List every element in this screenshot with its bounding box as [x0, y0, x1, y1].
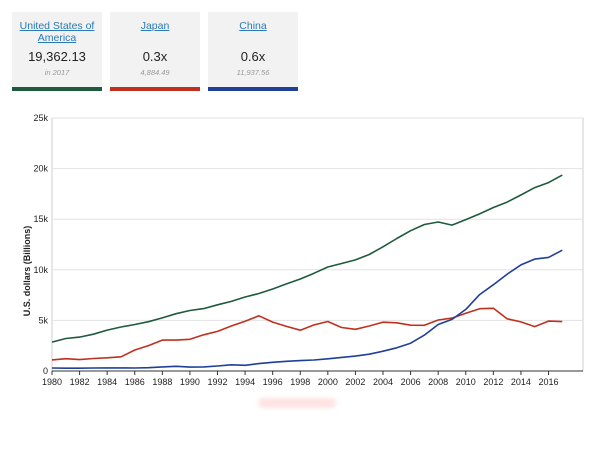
x-tick-label: 1998	[290, 377, 310, 387]
x-tick-label: 2016	[539, 377, 559, 387]
country-link-japan[interactable]: Japan	[140, 20, 170, 32]
country-card-japan: Japan 0.3x 4,884.49	[110, 12, 200, 91]
country-color-bar-china	[208, 87, 298, 91]
x-tick-label: 2014	[511, 377, 531, 387]
x-tick-label: 2012	[483, 377, 503, 387]
x-tick-label: 2010	[456, 377, 476, 387]
x-tick-label: 2002	[345, 377, 365, 387]
country-sub-usa: in 2017	[44, 68, 70, 77]
gdp-line-chart: U.S. dollars (Billions) 0 5k 10k 15k 20k 25k 1…	[22, 113, 584, 387]
x-tick-label: 2006	[401, 377, 421, 387]
country-value-usa: 19,362.13	[28, 49, 86, 64]
x-tick-label: 1994	[235, 377, 255, 387]
x-tick-label: 2000	[318, 377, 338, 387]
plot-frame	[51, 117, 584, 372]
x-tick-label: 1986	[125, 377, 145, 387]
country-color-bar-usa	[12, 87, 102, 91]
y-tick-label: 25k	[33, 113, 48, 123]
y-tick-label: 5k	[38, 315, 48, 325]
series-line-1	[51, 307, 563, 361]
country-link-china[interactable]: China	[239, 20, 267, 32]
x-tick-label: 1990	[180, 377, 200, 387]
x-tick-label: 2004	[373, 377, 393, 387]
x-tick-label: 1980	[42, 377, 62, 387]
x-tick-label: 1996	[263, 377, 283, 387]
country-sub-japan: 4,884.49	[140, 68, 170, 77]
x-tick-label: 1984	[97, 377, 117, 387]
country-value-japan: 0.3x	[142, 49, 168, 64]
country-sub-china: 11,937.56	[236, 68, 270, 77]
y-tick-label: 20k	[33, 164, 48, 174]
series-line-2	[51, 249, 563, 370]
y-tick-label: 10k	[33, 265, 48, 275]
x-tick-label: 1982	[70, 377, 90, 387]
y-tick-label: 0	[43, 366, 48, 376]
blur-artifact	[258, 398, 336, 408]
country-color-bar-japan	[110, 87, 200, 91]
country-card-usa: United States of America 19,362.13 in 20…	[12, 12, 102, 91]
country-card-china: China 0.6x 11,937.56	[208, 12, 298, 91]
y-axis-label: U.S. dollars (Billions)	[22, 226, 32, 317]
x-tick-label: 1992	[207, 377, 227, 387]
country-link-usa[interactable]: United States of America	[19, 20, 95, 44]
x-tick-label: 2008	[428, 377, 448, 387]
y-tick-label: 15k	[33, 214, 48, 224]
series-line-0	[51, 174, 563, 343]
x-tick-label: 1988	[152, 377, 172, 387]
country-value-china: 0.6x	[240, 49, 266, 64]
